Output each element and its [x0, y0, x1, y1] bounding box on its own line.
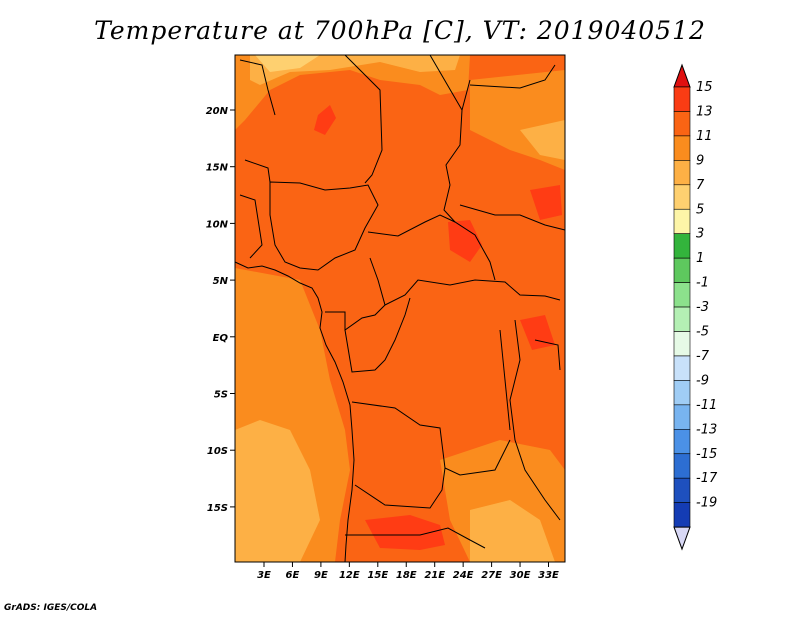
lat-tick-label: 10S	[207, 446, 228, 457]
border-segment	[469, 64, 556, 89]
colorbar-swatch	[673, 233, 691, 259]
latitude-axis: 20N 15N 10N 5N EQ 5S 10S 15S	[206, 106, 235, 514]
lon-tick-label: 9E	[314, 570, 328, 581]
longitude-axis: 3E 6E 9E 12E 15E 18E 21E 24E 27E 30E 33E	[257, 562, 559, 581]
contour-light-east	[520, 120, 565, 160]
border-segment	[239, 59, 276, 116]
border-segment	[269, 181, 379, 271]
colorbar-label: -15	[696, 447, 717, 462]
colorbar-label: -5	[696, 325, 709, 340]
temperature-contours	[235, 55, 565, 562]
border-segment	[461, 79, 471, 111]
contour-hot-east	[530, 185, 562, 220]
border-segment	[244, 159, 271, 183]
country-borders	[234, 54, 566, 563]
contour-warm-north	[235, 55, 470, 130]
border-segment	[367, 214, 496, 281]
map-panel: 20N 15N 10N 5N EQ 5S 10S 15S 3E 6E 9E 12E 15E 18E 21E…	[206, 54, 566, 581]
coastline-west-africa	[234, 261, 355, 563]
colorbar-swatch	[673, 502, 691, 528]
contour-light-southeast	[470, 500, 555, 562]
colorbar-swatch	[673, 477, 691, 503]
colorbar-label: 7	[696, 178, 705, 193]
colorbar-label: -9	[696, 373, 709, 388]
colorbar-swatch	[673, 111, 691, 137]
colorbar-label: -19	[696, 496, 717, 511]
border-segment	[239, 194, 263, 259]
contour-hot-lakes	[520, 315, 555, 350]
border-segment	[534, 339, 561, 371]
colorbar-top-arrow	[673, 63, 691, 88]
lat-tick-label: 5N	[213, 276, 229, 287]
contour-hot-north	[314, 105, 336, 135]
colorbar: 15 13 11 9 7 5 3 1 -1 -3 -5 -7 -9 -11 -13 -15 -17 -19	[673, 63, 718, 551]
colorbar-swatch	[673, 428, 691, 455]
contour-light-ocean	[235, 420, 320, 562]
colorbar-swatch	[673, 306, 691, 332]
credit-label: GrADS: IGES/COLA	[4, 603, 98, 613]
contour-hot-central	[448, 220, 482, 262]
colorbar-bottom-arrow	[673, 526, 691, 551]
border-segment	[509, 319, 561, 521]
lat-tick-label: EQ	[213, 333, 229, 344]
border-segment	[351, 401, 511, 476]
colorbar-swatch	[673, 160, 691, 186]
colorbar-label: -1	[696, 276, 709, 291]
lat-tick-label: 20N	[206, 106, 229, 117]
colorbar-swatch	[673, 355, 691, 381]
colorbar-swatch	[673, 380, 691, 406]
map-title: Temperature at 700hPa [C], VT: 201904051…	[94, 16, 706, 45]
colorbar-label: 3	[696, 227, 704, 242]
border-segment	[344, 297, 411, 373]
colorbar-label: -11	[696, 398, 717, 413]
colorbar-label: 9	[696, 153, 704, 168]
colorbar-swatch	[673, 184, 691, 210]
lon-tick-label: 24E	[453, 570, 474, 581]
colorbar-label: -3	[696, 300, 709, 315]
lon-tick-label: 27E	[481, 570, 502, 581]
colorbar-label: -7	[696, 349, 710, 364]
colorbar-label: 13	[696, 104, 713, 119]
lon-tick-label: 15E	[367, 570, 388, 581]
colorbar-swatch	[673, 453, 691, 479]
lon-tick-label: 3E	[257, 570, 271, 581]
colorbar-swatch	[673, 135, 691, 161]
border-segment	[345, 527, 486, 549]
colorbar-swatch	[673, 404, 691, 430]
lat-tick-label: 15N	[206, 163, 229, 174]
border-segment	[325, 304, 386, 331]
colorbar-label: 15	[696, 80, 713, 95]
border-segment	[369, 257, 561, 306]
colorbar-label: -13	[696, 422, 717, 437]
colorbar-label: 1	[696, 251, 704, 266]
lon-tick-label: 12E	[339, 570, 360, 581]
lon-tick-label: 6E	[286, 570, 300, 581]
lon-tick-label: 30E	[510, 570, 531, 581]
map-frame	[234, 54, 566, 563]
lon-tick-label: 18E	[396, 570, 417, 581]
lon-tick-label: 21E	[424, 570, 445, 581]
colorbar-swatch	[673, 331, 691, 357]
border-segment	[459, 204, 566, 231]
contour-light-nw	[255, 55, 320, 72]
colorbar-label: 11	[696, 129, 713, 144]
colorbar-swatch	[673, 282, 691, 308]
colorbar-label: -17	[696, 471, 718, 486]
lon-tick-label: 33E	[538, 570, 559, 581]
lat-tick-label: 15S	[207, 503, 228, 514]
colorbar-swatch	[673, 86, 691, 112]
lat-tick-label: 10N	[206, 219, 229, 230]
lat-tick-label: 5S	[214, 390, 228, 401]
border-segment	[354, 467, 446, 509]
colorbar-swatch	[673, 208, 691, 235]
colorbar-swatch	[673, 257, 691, 283]
border-segment	[344, 54, 383, 184]
contour-hot-south	[365, 515, 445, 550]
colorbar-label: 5	[696, 202, 704, 217]
border-segment	[499, 329, 511, 431]
